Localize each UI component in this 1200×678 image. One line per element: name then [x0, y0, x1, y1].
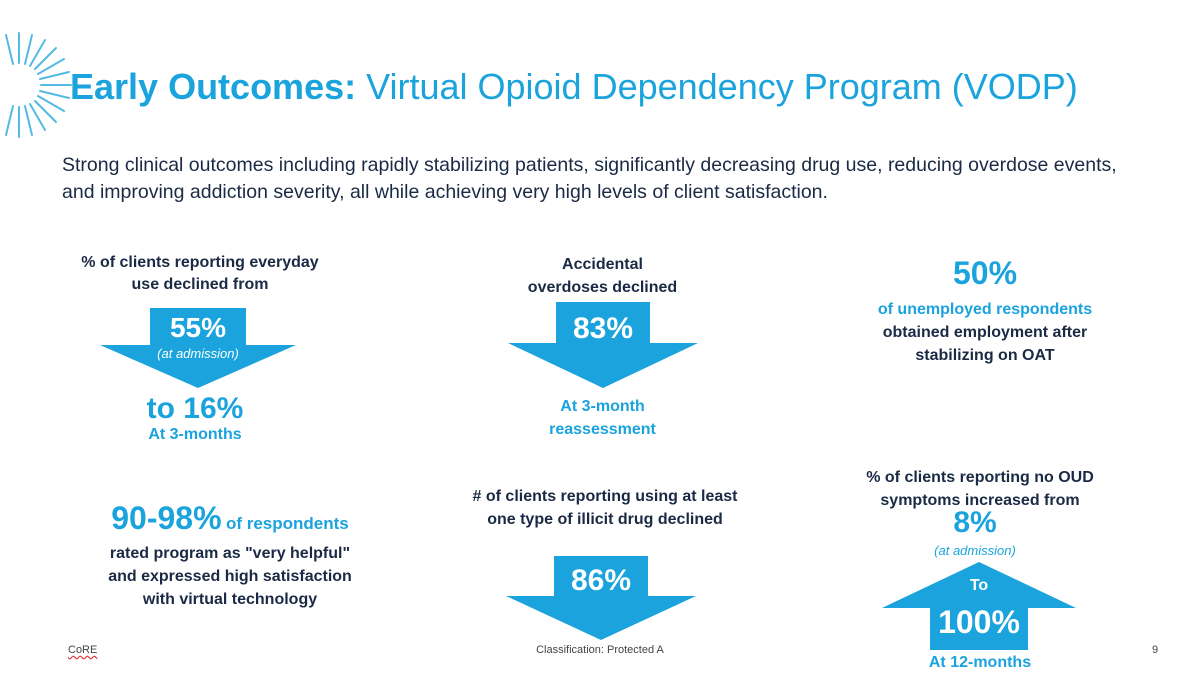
overdoses-note: At 3-month reassessment — [480, 395, 725, 441]
page-number: 9 — [1152, 644, 1159, 656]
illicit-label: # of clients reporting using at least on… — [440, 485, 770, 531]
satisfaction-line1: rated program as "very helpful" — [109, 545, 351, 562]
oud-to-word: To — [969, 577, 989, 594]
employment-line3: stabilizing on OAT — [915, 347, 1055, 364]
page-title: Early Outcomes: Virtual Opioid Dependenc… — [70, 66, 1078, 108]
everyday-use-label-line2: use declined from — [131, 276, 269, 293]
satisfaction-suffix: of respondents — [225, 514, 349, 533]
oud-to-value: 100% — [938, 604, 1020, 640]
overdoses-label: Accidental overdoses declined — [480, 253, 725, 299]
satisfaction-headline: 90-98% of respondents — [60, 500, 400, 537]
down-arrow-icon — [508, 302, 698, 388]
satisfaction-line3: with virtual technology — [142, 591, 318, 608]
illicit-value: 86% — [570, 564, 632, 597]
overdoses-note-line1: At 3-month — [560, 398, 645, 415]
logo-burst-icon — [5, 32, 72, 138]
down-arrow-icon — [100, 308, 296, 388]
down-arrow-icon — [506, 556, 696, 640]
employment-text: of unemployed respondents obtained emplo… — [840, 298, 1130, 367]
everyday-use-from-value: 55% — [169, 312, 227, 343]
everyday-use-label-line1: % of clients reporting everyday — [81, 254, 319, 271]
overdoses-label-line1: Accidental — [562, 256, 643, 273]
up-arrow-icon — [882, 562, 1076, 650]
satisfaction-text: rated program as "very helpful" and expr… — [60, 542, 400, 611]
overdoses-note-line2: reassessment — [549, 421, 656, 438]
everyday-use-label: % of clients reporting everyday use decl… — [50, 252, 350, 296]
oud-from-note: (at admission) — [934, 543, 1016, 558]
oud-from-value: 8% — [953, 506, 997, 539]
page-subtitle: Strong clinical outcomes including rapid… — [62, 154, 1117, 203]
employment-line2: obtained employment after — [882, 324, 1088, 341]
illicit-label-line1: # of clients reporting using at least — [472, 488, 738, 505]
title-rest: Virtual Opioid Dependency Program (VODP) — [356, 66, 1078, 107]
employment-line1: of unemployed respondents — [877, 301, 1093, 318]
illicit-label-line2: one type of illicit drug declined — [487, 511, 723, 528]
everyday-use-from-note: (at admission) — [157, 346, 239, 361]
title-bold: Early Outcomes: — [70, 66, 357, 107]
footer-classification: Classification: Protected A — [536, 644, 664, 656]
overdoses-label-line2: overdoses declined — [527, 279, 678, 296]
overdoses-value: 83% — [572, 312, 634, 345]
everyday-use-to-value: to 16% — [146, 392, 244, 425]
satisfaction-value: 90-98% — [111, 500, 222, 536]
satisfaction-line2: and expressed high satisfaction — [108, 568, 352, 585]
oud-to-note: At 12-months — [928, 654, 1032, 671]
oud-label: % of clients reporting no OUD symptoms i… — [830, 466, 1130, 512]
employment-value: 50% — [952, 255, 1018, 291]
oud-label-line1: % of clients reporting no OUD — [866, 469, 1094, 486]
footer-org: CoRE — [68, 644, 98, 656]
everyday-use-to-note: At 3-months — [148, 426, 242, 443]
oud-label-line2: symptoms increased from — [880, 492, 1080, 509]
